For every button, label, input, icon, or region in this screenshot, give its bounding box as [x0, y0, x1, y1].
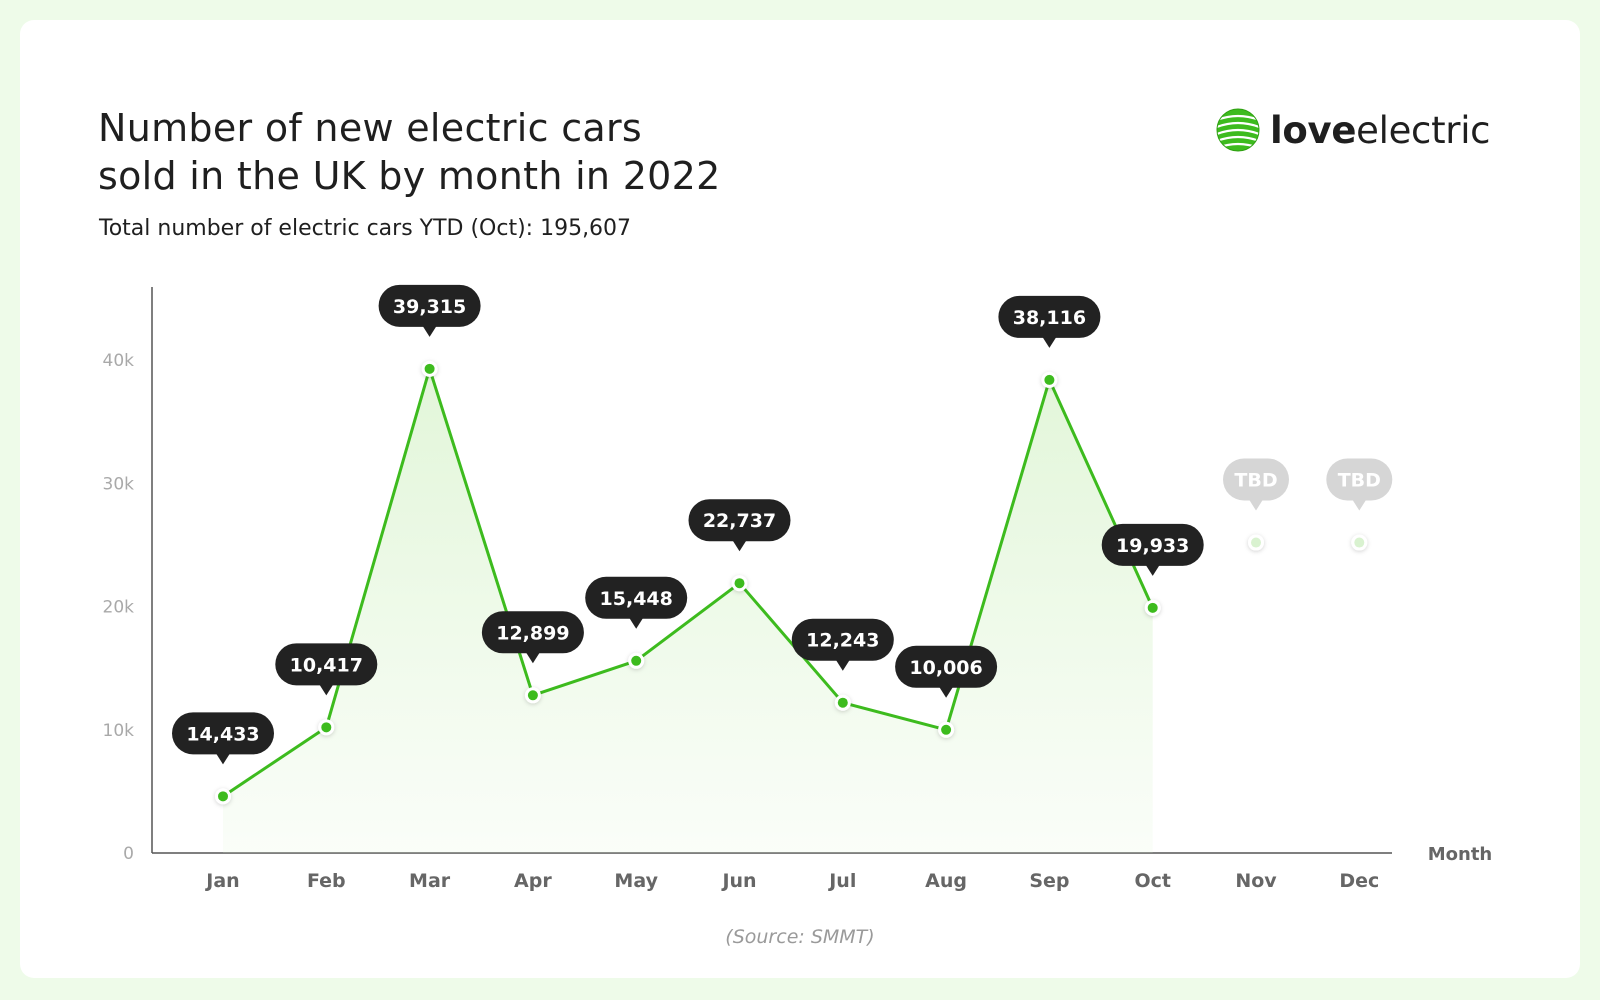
data-point [734, 578, 745, 589]
value-label-bg [275, 643, 378, 686]
tbd-label-pointer [1249, 499, 1263, 511]
value-label-pointer [1042, 336, 1057, 348]
value-label: 12,243 [791, 618, 894, 671]
tbd-label: TBD [1223, 458, 1289, 511]
value-label-bg [688, 499, 791, 542]
value-label-pointer [216, 753, 230, 765]
tbd-label-text: TBD [1338, 470, 1381, 492]
x-tick-label: Nov [1235, 870, 1277, 892]
value-label-bg [172, 712, 274, 755]
value-label-bg [585, 576, 688, 619]
value-label-pointer [835, 659, 850, 671]
tbd-label-bg [1223, 458, 1289, 501]
chart-subtitle: Total number of electric cars YTD (Oct):… [99, 216, 632, 241]
value-label: 38,116 [998, 295, 1101, 348]
y-tick-label: 20k [103, 598, 135, 618]
value-label-text: 14,433 [186, 723, 259, 745]
value-label-pointer [939, 686, 954, 698]
value-label-pointer [629, 617, 644, 629]
data-point [941, 724, 952, 735]
data-point [631, 655, 642, 666]
y-tick-label: 30k [103, 474, 135, 494]
area-fill [223, 368, 1153, 853]
brand-wordmark: loveelectric [1270, 108, 1491, 152]
value-label-text: 10,006 [909, 657, 982, 679]
x-tick-label: Jan [204, 870, 239, 892]
value-label-pointer [525, 652, 540, 664]
brand-logo: loveelectric [1216, 104, 1491, 156]
x-tick-label: Jul [827, 870, 856, 892]
series-line [222, 367, 1155, 798]
placeholder-point [1251, 537, 1261, 548]
tbd-label-pointer [1352, 499, 1367, 511]
data-point [1147, 602, 1158, 613]
data-point [527, 690, 538, 701]
x-tick-label: Feb [307, 870, 346, 892]
tbd-label-bg [1326, 458, 1393, 501]
value-label-bg [378, 284, 481, 327]
value-label-text: 39,315 [393, 296, 466, 318]
x-axis-title: Month [1428, 844, 1493, 865]
brand-wordmark-bold: love [1270, 108, 1357, 152]
value-label-pointer [732, 540, 747, 552]
value-label-text: 12,899 [496, 622, 569, 644]
striped-globe-icon [1216, 108, 1260, 152]
value-label-text: 10,417 [290, 654, 363, 676]
value-label-bg [1101, 523, 1204, 566]
x-tick-label: Apr [514, 870, 552, 892]
chart-title-line-1: Number of new electric cars [98, 106, 643, 150]
x-tick-label: Aug [925, 870, 967, 892]
x-tick-label: Sep [1029, 870, 1069, 892]
value-label: 12,899 [481, 611, 584, 664]
value-label-text: 38,116 [1013, 307, 1086, 329]
value-label: 10,417 [275, 643, 378, 696]
value-label-bg [998, 295, 1101, 338]
value-label-pointer [319, 684, 334, 696]
data-point [321, 722, 332, 733]
value-label-bg [895, 645, 998, 688]
tbd-label-text: TBD [1234, 470, 1277, 492]
chart-title-line-2: sold in the UK by month in 2022 [98, 154, 721, 198]
value-label-text: 15,448 [600, 588, 673, 610]
placeholder-point [1354, 537, 1365, 548]
value-label-pointer [1145, 564, 1160, 576]
value-label: 39,315 [378, 284, 481, 337]
data-point [424, 363, 435, 374]
x-tick-label: Dec [1339, 870, 1379, 892]
chart-title: Number of new electric cars sold in the … [98, 104, 721, 200]
y-tick-label: 0 [123, 844, 134, 864]
x-tick-label: Mar [409, 870, 451, 892]
value-label: 10,006 [895, 645, 998, 698]
brand-wordmark-rest: electric [1356, 108, 1491, 152]
value-label: 15,448 [585, 576, 688, 629]
x-tick-label: Jun [720, 870, 756, 892]
value-label: 14,433 [172, 712, 274, 765]
value-label: 22,737 [688, 499, 791, 552]
value-label-text: 19,933 [1116, 535, 1189, 557]
x-tick-label: May [614, 870, 658, 892]
data-point [1044, 374, 1055, 385]
value-label-bg [481, 611, 584, 654]
value-label-text: 22,737 [703, 510, 776, 532]
value-label: 19,933 [1101, 523, 1204, 576]
y-tick-label: 40k [103, 351, 135, 371]
value-label-text: 12,243 [806, 630, 879, 652]
x-tick-label: Oct [1134, 870, 1171, 892]
data-point [218, 791, 228, 802]
y-tick-label: 10k [103, 721, 135, 741]
value-label-pointer [422, 325, 437, 337]
value-label-bg [791, 618, 894, 661]
tbd-label: TBD [1326, 458, 1393, 511]
data-point [837, 697, 848, 708]
chart-source: (Source: SMMT) [725, 926, 875, 948]
